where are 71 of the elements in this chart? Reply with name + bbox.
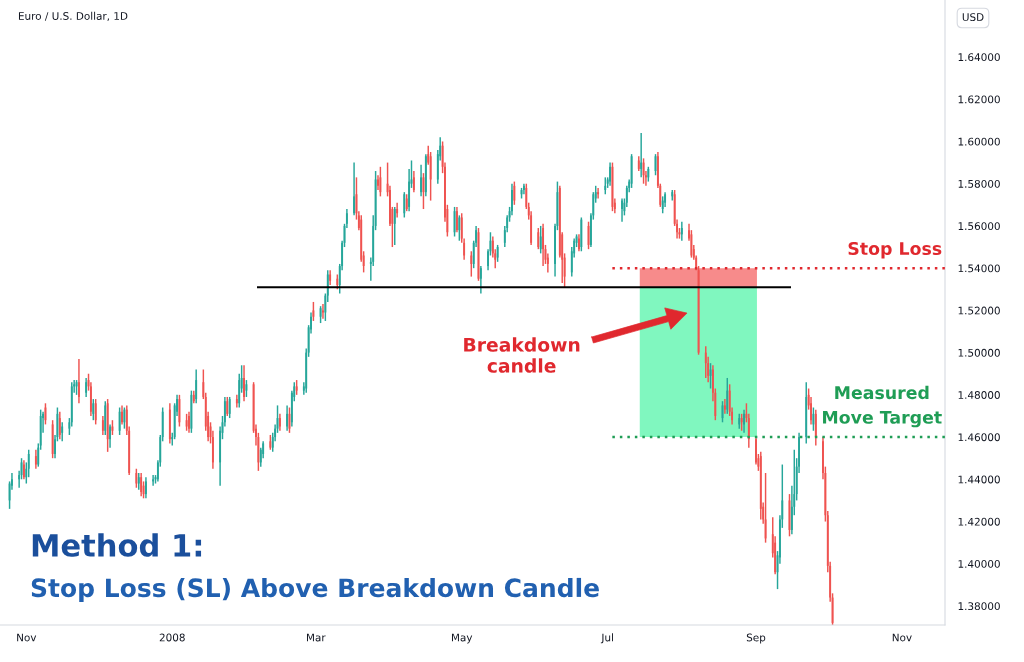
candlestick: [726, 377, 729, 415]
y-tick-label: 1.42000: [958, 517, 1000, 526]
candlestick: [121, 404, 123, 426]
candlestick: [661, 195, 664, 214]
candlestick: [513, 180, 516, 206]
x-tick-label: May: [451, 633, 473, 644]
candlestick: [621, 197, 623, 223]
x-tick-label: Jul: [600, 633, 613, 644]
y-tick-label: 1.48000: [958, 391, 1000, 399]
candlestick: [578, 233, 580, 252]
y-tick-label: 1.46000: [958, 433, 1000, 442]
candlestick: [630, 153, 633, 189]
x-tick-label: Nov: [892, 633, 912, 642]
candlestick: [185, 413, 188, 432]
y-tick-label: 1.64000: [958, 53, 1000, 62]
y-tick-label: 1.44000: [958, 475, 1000, 484]
y-tick-label: 1.60000: [958, 137, 1000, 146]
candlestick: [336, 273, 339, 290]
y-tick-label: 1.38000: [958, 602, 1000, 611]
candlestick: [396, 201, 399, 219]
y-tick-label: 1.54000: [958, 264, 1000, 273]
candlestick: [812, 406, 815, 432]
ref-line-label: Stop Loss: [848, 241, 942, 259]
candlestick: [34, 449, 37, 470]
candlestick: [680, 220, 683, 242]
y-tick-label: 1.62000: [958, 95, 1000, 104]
candlestick: [479, 265, 482, 295]
candlestick: [647, 166, 650, 183]
y-axis-title: USD: [962, 13, 984, 22]
candlestick: [118, 406, 121, 436]
candlestick: [111, 419, 114, 436]
candlestick: [178, 394, 181, 428]
x-tick-label: 2008: [159, 633, 185, 642]
candlestick: [537, 227, 540, 250]
candlestick: [704, 345, 707, 379]
candlestick: [379, 166, 382, 198]
y-tick-label: 1.58000: [958, 179, 1000, 188]
candlestick: [597, 187, 600, 200]
candlestick: [61, 421, 64, 443]
candlestick: [235, 394, 238, 409]
text: Method 1:: [32, 533, 202, 557]
candlestick: [453, 206, 456, 238]
candlestick: [814, 408, 817, 447]
candlestick: [520, 187, 523, 200]
candlestick: [580, 216, 583, 252]
candlestick: [743, 408, 745, 434]
y-tick-label: 1.52000: [958, 306, 1000, 315]
candlestick: [764, 472, 767, 544]
candlestick: [322, 303, 324, 320]
x-tick-label: Nov: [17, 633, 37, 642]
annotation: Euro / U.S. Dollar, 1D: [18, 11, 128, 21]
candlestick: [188, 411, 190, 434]
candlestick: [58, 411, 61, 440]
candlestick: [312, 301, 315, 322]
candlestick: [144, 476, 147, 500]
y-tick-label: 1.40000: [958, 559, 1000, 568]
text: Stop Loss (SL) Above Breakdown Candle: [31, 577, 599, 603]
ref-line-label: Measured Move Target: [823, 385, 942, 428]
x-tick-label: Mar: [306, 633, 326, 642]
candlestick: [94, 398, 97, 426]
candlestick: [243, 364, 245, 402]
candlestick: [51, 419, 54, 459]
candlestick: [319, 305, 322, 324]
candlestick: [470, 250, 473, 278]
candlestick: [101, 415, 104, 436]
y-tick-label: 1.56000: [958, 222, 1000, 231]
candlestick: [403, 191, 406, 219]
candlestick: [77, 358, 80, 405]
x-tick-label: Sep: [746, 633, 766, 644]
annotation: Breakdown candle: [464, 337, 580, 373]
y-tick-label: 1.50000: [958, 348, 1000, 357]
